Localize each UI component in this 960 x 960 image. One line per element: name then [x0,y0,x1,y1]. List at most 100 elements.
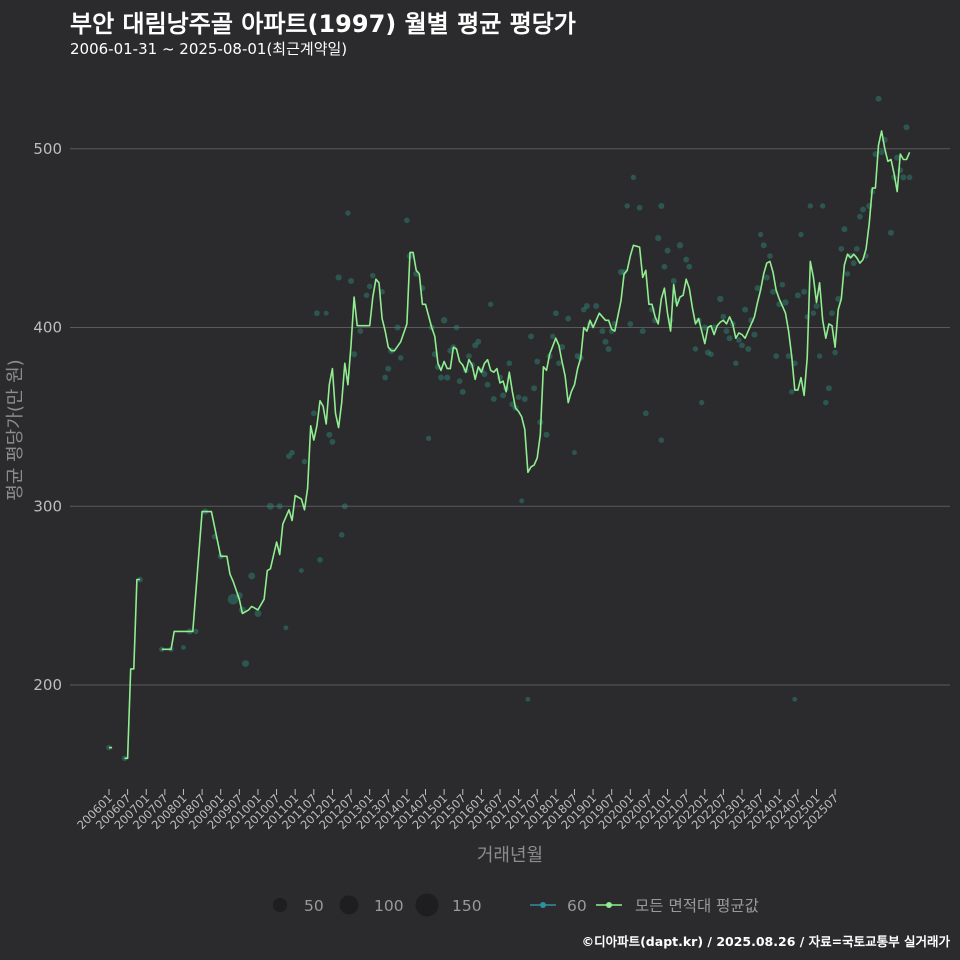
scatter-point [531,385,538,392]
scatter-point [857,213,863,220]
scatter-point [559,344,566,351]
scatter-point [683,256,690,263]
legend-size-150-dot [415,893,439,917]
scatter-point [313,310,320,317]
scatter-point [286,453,292,460]
scatter-point [822,399,829,406]
scatter-point [565,315,572,322]
scatter-point [276,503,283,510]
scatter-point [779,281,786,288]
scatter-point [326,431,333,438]
scatter-point [801,288,808,295]
scatter-point [825,385,832,392]
scatter-point [227,593,239,605]
scatter-point [906,174,913,181]
scatter-point [810,310,817,317]
legend-size-50-label: 50 [304,897,324,915]
scatter-point [742,306,749,313]
scatter-point [686,263,693,270]
scatter-point [621,269,628,275]
scatter-point [676,242,684,249]
scatter-point [549,333,556,340]
scatter-point [627,321,634,327]
scatter-point [472,342,479,349]
scatter-point [736,337,742,343]
chart-subtitle: 2006-01-31 ~ 2025-08-01(최근계약일) [70,40,348,58]
scatter-point [335,274,342,281]
scatter-point [717,295,724,303]
scatter-point [447,347,454,354]
y-tick-label: 400 [33,319,62,337]
scatter-point [798,231,804,238]
legend-size-150-label: 150 [452,897,482,915]
y-tick-label: 200 [33,676,62,694]
scatter-point [317,556,323,563]
scatter-point [599,328,606,335]
scatter-point [767,253,773,259]
scatter-point [708,351,714,358]
scatter-point [394,324,401,331]
scatter-point [853,245,860,252]
scatter-point [751,331,758,338]
scatter-point [453,324,460,331]
scatter-point [444,374,451,381]
scatter-point [754,285,761,292]
scatter-point [791,360,798,367]
scatter-point [301,458,308,465]
scatter-point [838,245,845,252]
scatter-point [624,203,630,209]
scatter-point [664,247,671,254]
scatter-point [369,272,376,279]
legend-size-50-dot [273,898,287,912]
scatter-point [363,292,370,299]
scatter-point [788,389,795,395]
scatter-point [887,229,894,236]
scatter-point [298,568,304,574]
scatter-point [425,435,432,442]
scatter-point [894,154,901,161]
scatter-point [329,438,336,445]
scatter-point [519,498,525,504]
scatter-point [351,351,358,358]
scatter-point [534,358,541,365]
scatter-point [692,346,699,352]
scatter-point [850,260,857,267]
scatter-point [338,532,345,538]
scatter-point [580,306,587,313]
scatter-point [670,278,677,285]
scatter-point [242,660,250,668]
chart-title: 부안 대림낭주골 아파트(1997) 월별 평균 평당가 [70,10,576,38]
scatter-point [820,203,826,209]
gridlines [70,148,950,686]
scatter-point [385,365,392,372]
scatter-points [106,95,913,761]
scatter-point [438,374,445,381]
scatter-point [658,437,665,443]
scatter-point [481,370,488,377]
scatter-point [636,204,643,211]
scatter-point [847,253,854,259]
scatter-point [583,303,590,310]
scatter-point [397,355,404,361]
scatter-point [655,235,662,242]
scatter-point [137,576,143,583]
scatter-point [661,263,668,270]
scatter-point [466,353,472,360]
scatter-point [704,349,711,356]
x-axis-ticks: 2006012006072007012007072008012008072009… [74,789,841,832]
scatter-point [341,503,348,510]
scatter-point [440,317,448,324]
scatter-point [605,345,612,352]
scatter-point [289,449,295,456]
scatter-point [528,333,534,340]
y-tick-label: 500 [33,140,62,158]
y-axis-ticks: 200 300 400 500 [33,140,62,694]
scatter-point [490,395,497,403]
scatter-point [574,353,581,360]
scatter-point [835,295,842,302]
scatter-point [266,502,274,510]
y-axis-title: 평균 평당가(만 원) [5,359,26,500]
scatter-point [785,353,792,359]
scatter-point [500,392,507,399]
